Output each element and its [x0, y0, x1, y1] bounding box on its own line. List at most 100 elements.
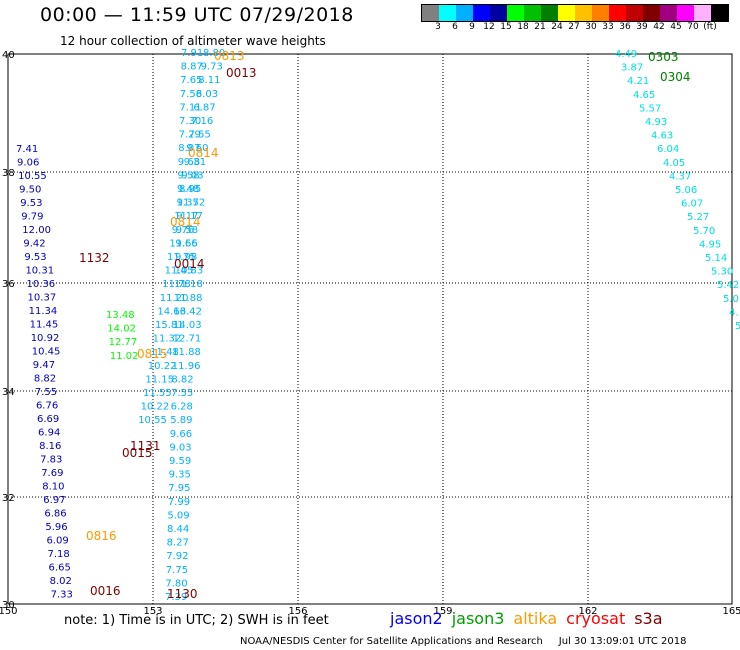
wave-height-value: 13.48: [106, 310, 135, 321]
colorbar-swatch: [490, 5, 507, 21]
wave-height-value: 8.02: [50, 576, 72, 587]
x-tick-label: 153: [143, 606, 162, 617]
colorbar-label: 36: [619, 22, 631, 32]
wave-height-value: 8.11: [198, 75, 220, 86]
wave-height-value: 9.03: [181, 170, 203, 181]
colorbar-swatch: [558, 5, 575, 21]
wave-height-value: 7.69: [41, 468, 63, 479]
colorbar-label: 27: [568, 22, 580, 32]
wave-height-value: 15.81: [155, 320, 184, 331]
wave-height-value: 4.95: [699, 239, 721, 250]
track-time-label: 0013: [226, 66, 257, 80]
track-time-label: 0815: [137, 347, 168, 361]
note-text: note: 1) Time is in UTC; 2) SWH is in fe…: [64, 613, 329, 628]
wave-height-value: 10.31: [25, 266, 54, 277]
track-time-label: 0014: [174, 257, 205, 271]
wave-height-value: 13.42: [173, 306, 202, 317]
x-tick-label: 159: [433, 606, 452, 617]
wave-height-value: 9.73: [201, 62, 223, 73]
track-time-label: 0814: [170, 215, 201, 229]
track-time-label: 0816: [86, 529, 117, 543]
legend-altika: altika: [513, 609, 558, 628]
colorbar-swatch: [609, 5, 626, 21]
wave-height-value: 9.98: [175, 252, 197, 263]
colorbar-swatch: [473, 5, 490, 21]
y-tick-label: 38: [2, 168, 15, 179]
y-tick-label: 32: [2, 493, 15, 504]
wave-height-value: 4.93: [645, 117, 667, 128]
wave-height-value: 9.37: [177, 198, 199, 209]
colorbar-label: 39: [636, 22, 648, 32]
wave-height-value: 8.44: [167, 524, 189, 535]
wave-height-value: 9.42: [23, 239, 45, 250]
track-time-label: 0813: [214, 49, 245, 63]
colorbar-swatch: [592, 5, 609, 21]
wave-height-value: 7.55: [35, 387, 57, 398]
wave-height-value: 5.89: [170, 415, 192, 426]
wave-height-value: 9.06: [17, 158, 39, 169]
x-tick-label: 165: [722, 606, 740, 617]
wave-height-value: 5: [735, 321, 740, 332]
wave-height-value: 11.88: [172, 347, 201, 358]
wave-height-value: 8.10: [42, 482, 64, 493]
colorbar-swatch: [507, 5, 524, 21]
colorbar-swatch: [541, 5, 558, 21]
wave-height-value: 7.99: [168, 497, 190, 508]
wave-height-value: 5.0: [723, 294, 739, 305]
colorbar-swatch: [575, 5, 592, 21]
wave-height-value: 11.20: [160, 293, 189, 304]
colorbar-swatch: [711, 5, 728, 21]
wave-height-value: 10.55: [138, 415, 167, 426]
colorbar-swatch: [626, 5, 643, 21]
wave-height-value: 6.03: [196, 89, 218, 100]
wave-height-value: 12.71: [173, 334, 202, 345]
track-time-label: 0303: [648, 50, 679, 64]
wave-height-value: 10.92: [31, 333, 60, 344]
wave-height-value: 9.66: [175, 238, 197, 249]
colorbar-label: 33: [602, 22, 614, 32]
wave-height-value: 3.87: [621, 63, 643, 74]
wave-height-value: 9.79: [21, 212, 43, 223]
wave-height-value: 7.75: [166, 565, 188, 576]
wave-height-value: 7.55: [189, 130, 211, 141]
colorbar-label: (ft): [703, 22, 717, 32]
colorbar-label: 70: [687, 22, 699, 32]
wave-height-value: 9.47: [33, 360, 55, 371]
wave-height-value: 7.92: [166, 551, 188, 562]
wave-height-value: 11.55: [169, 238, 198, 249]
colorbar-swatch: [524, 5, 541, 21]
wave-height-value: 7.33: [51, 590, 73, 601]
wave-height-value: 14.03: [173, 320, 202, 331]
wave-height-value: 11.48: [150, 347, 179, 358]
x-tick-label: 150: [0, 606, 18, 617]
track-time-label: 0304: [660, 70, 691, 84]
colorbar-label: 24: [551, 22, 563, 32]
wave-height-value: 6.86: [44, 509, 66, 520]
wave-height-value: 7.39: [165, 592, 187, 603]
wave-height-value: 7.16: [191, 116, 213, 127]
satellite-legend: jason2 jason3 altika cryosat s3a: [390, 609, 672, 628]
wave-height-value: 12.77: [109, 337, 138, 348]
wave-height-value: 6.28: [171, 402, 193, 413]
y-tick-label: 34: [2, 387, 15, 398]
wave-height-value: 5.27: [687, 212, 709, 223]
wave-height-value: 11.34: [29, 306, 58, 317]
track-time-label: 0814: [188, 146, 219, 160]
track-time-label: 0015: [122, 446, 153, 460]
y-tick-label: 40: [2, 50, 15, 61]
legend-jason2: jason2: [390, 609, 443, 628]
wave-height-value: 6.07: [681, 199, 703, 210]
colorbar-swatch: [660, 5, 677, 21]
track-time-label: 1131: [130, 439, 161, 453]
colorbar-swatch: [643, 5, 660, 21]
wave-height-value: 5.09: [167, 510, 189, 521]
y-tick-label: 30: [2, 600, 15, 611]
wave-height-value: 14.02: [107, 324, 136, 335]
wave-height-value: 6.97: [43, 495, 65, 506]
colorbar-swatch: [422, 5, 439, 21]
track-time-label: 1132: [79, 251, 110, 265]
map-subtitle: 12 hour collection of altimeter wave hei…: [60, 34, 326, 48]
legend-jason3: jason3: [451, 609, 505, 628]
wave-height-value: 9.58: [176, 225, 198, 236]
